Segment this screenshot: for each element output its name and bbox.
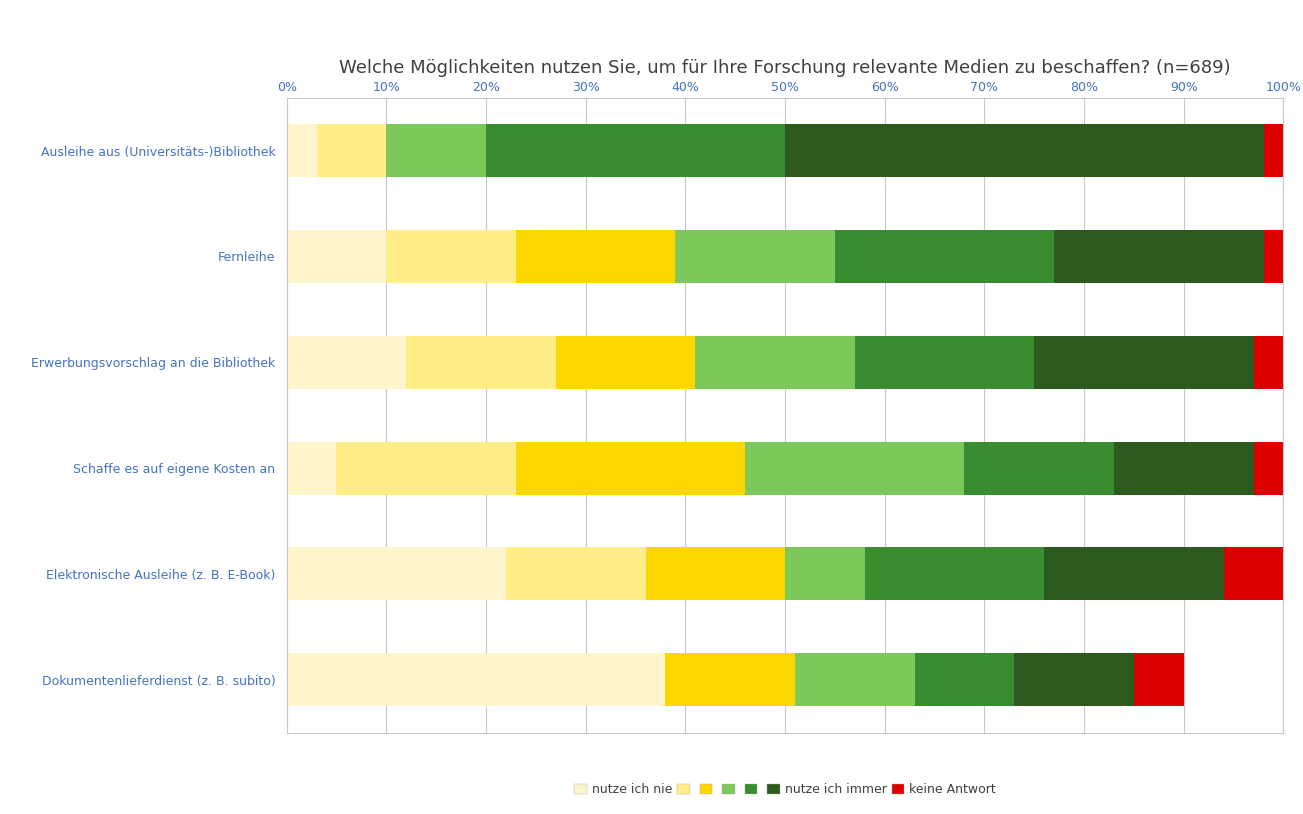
Bar: [1253, 441, 1283, 494]
Bar: [287, 336, 407, 389]
Bar: [506, 548, 645, 601]
Bar: [745, 441, 964, 494]
Bar: [407, 336, 556, 389]
Bar: [387, 124, 486, 177]
Bar: [784, 124, 1264, 177]
Legend: nutze ich nie, , , , , nutze ich immer, keine Antwort: nutze ich nie, , , , , nutze ich immer, …: [575, 783, 995, 796]
Bar: [1035, 336, 1253, 389]
Bar: [855, 336, 1035, 389]
Bar: [516, 441, 745, 494]
Bar: [387, 230, 516, 283]
Bar: [784, 548, 865, 601]
Bar: [1054, 230, 1264, 283]
Bar: [1114, 441, 1253, 494]
Bar: [964, 441, 1114, 494]
Bar: [287, 230, 387, 283]
Bar: [795, 653, 915, 707]
Bar: [1014, 653, 1134, 707]
Bar: [675, 230, 835, 283]
Bar: [556, 336, 696, 389]
Bar: [287, 548, 506, 601]
Bar: [1224, 548, 1283, 601]
Bar: [287, 653, 666, 707]
Bar: [666, 653, 795, 707]
Bar: [865, 548, 1044, 601]
Bar: [645, 548, 784, 601]
Bar: [287, 441, 336, 494]
Bar: [287, 124, 317, 177]
Bar: [1264, 230, 1283, 283]
Bar: [1253, 336, 1283, 389]
Bar: [336, 441, 516, 494]
Title: Welche Möglichkeiten nutzen Sie, um für Ihre Forschung relevante Medien zu besch: Welche Möglichkeiten nutzen Sie, um für …: [339, 59, 1231, 77]
Bar: [835, 230, 1054, 283]
Bar: [317, 124, 386, 177]
Bar: [1044, 548, 1224, 601]
Bar: [486, 124, 784, 177]
Bar: [1134, 653, 1183, 707]
Bar: [1264, 124, 1283, 177]
Bar: [915, 653, 1014, 707]
Bar: [516, 230, 675, 283]
Bar: [696, 336, 855, 389]
